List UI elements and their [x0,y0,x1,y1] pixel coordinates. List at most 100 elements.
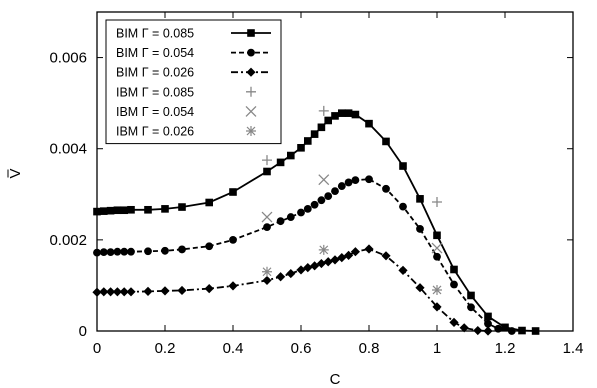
data-point [324,116,332,125]
data-point [127,247,135,256]
data-point [161,205,169,213]
data-point [431,242,443,254]
data-point [337,253,347,263]
data-point [382,137,390,146]
data-point [177,285,187,296]
data-point [119,287,129,297]
axis-ticks: 0 0.2 0.4 0.6 0.8 1 1.2 1.4 0 0.002 0.004 0.006 [49,12,583,357]
data-point [381,251,391,261]
data-point [99,248,108,257]
legend: BIM Γ = 0.085 BIM Γ = 0.054 BIM Γ = 0.026 I… [105,19,282,145]
data-point [382,184,390,193]
data-point [318,105,329,116]
data-point [323,257,333,267]
data-point [316,258,326,269]
data-point [297,208,305,217]
data-point [100,207,108,215]
series-line [96,178,512,332]
x-tick-label: 1.4 [563,340,584,357]
data-point [262,275,272,286]
y-tick-label: 0.002 [49,232,87,249]
series-5 [261,174,443,254]
data-point [228,281,238,291]
data-point [350,247,360,257]
data-point [229,235,237,244]
series-6 [262,244,442,295]
data-point [106,287,116,297]
series-3 [92,244,493,336]
legend-marker [247,48,255,57]
data-point [178,245,186,254]
legend-entry-label: BIM Γ = 0.085 [116,27,194,41]
x-tick-label: 0.6 [291,340,312,357]
data-point [144,247,152,256]
data-point [337,182,346,190]
data-point [318,244,329,255]
data-point [338,109,346,117]
data-point [126,287,136,297]
data-point [263,223,271,231]
data-point [416,195,424,203]
data-point [113,206,122,215]
legend-marker [246,86,256,97]
data-point [262,266,272,277]
data-point [263,167,271,176]
data-point [204,284,214,294]
data-point [467,303,475,312]
x-tick-label: 0.2 [155,340,176,357]
data-point [310,261,320,271]
legend-marker [247,29,255,37]
data-point [120,206,128,215]
data-point [399,202,407,211]
data-point [459,323,469,333]
data-point [144,205,152,214]
legend-entry-label: IBM Γ = 0.085 [116,85,194,99]
data-point [276,217,285,226]
data-point [317,196,326,205]
data-point [449,317,459,327]
x-tick-label: 0.8 [359,340,380,357]
data-point [286,268,296,279]
data-point [276,158,285,167]
data-point [344,250,354,260]
data-point [120,247,129,256]
data-point [127,205,135,214]
data-point [160,286,170,296]
series-4 [262,105,442,208]
legend-entry-label: BIM Γ = 0.026 [116,66,194,80]
data-point [106,248,115,257]
data-point [351,176,360,185]
data-point [317,123,326,132]
y-tick-label: 0 [79,323,87,340]
data-point [310,130,319,138]
data-point [287,151,295,160]
data-point [276,272,286,282]
data-point [331,187,339,195]
data-point [433,231,441,240]
data-point [344,178,353,187]
data-point [262,155,272,166]
data-point [304,137,312,145]
plot-frame [96,11,574,332]
data-point [351,110,360,119]
data-point [99,287,109,297]
data-point [261,211,273,223]
data-point [161,246,169,255]
data-point [318,174,330,186]
data-point [415,283,425,293]
x-tick-label: 1.2 [495,340,516,357]
data-point [205,242,214,251]
legend-entry-label: BIM Γ = 0.054 [116,46,194,60]
data-point [310,200,319,209]
data-point [484,319,492,328]
series-line [96,248,489,332]
data-point [303,263,313,273]
data-point [450,280,458,289]
data-point [205,198,213,207]
series-2 [93,175,516,335]
data-point [484,312,492,321]
data-point [432,197,442,208]
data-point [432,284,442,295]
data-point [432,302,442,312]
